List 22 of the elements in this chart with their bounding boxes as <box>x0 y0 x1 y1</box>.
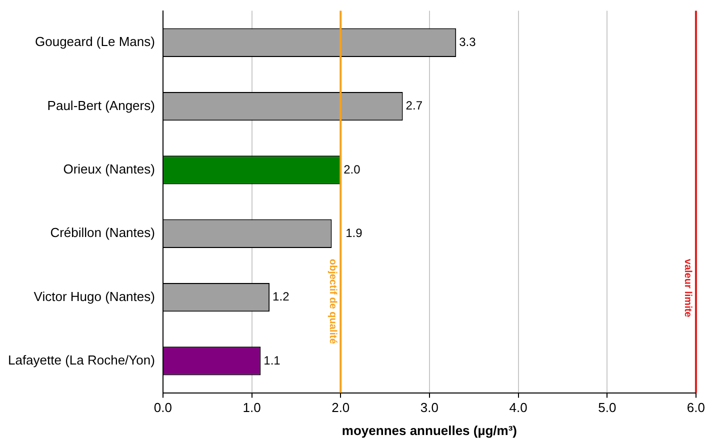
x-tick-label: 2.0 <box>332 400 350 416</box>
y-tick-label: Crébillon (Nantes) <box>50 225 155 240</box>
data-label: 2.0 <box>344 162 361 176</box>
x-tick-label: 1.0 <box>242 400 261 416</box>
ref-line-label: valeur limite <box>682 258 694 318</box>
y-tick-label: Victor Hugo (Nantes) <box>34 288 155 304</box>
data-label: 3.3 <box>459 34 476 49</box>
y-tick-label: Lafayette (La Roche/Yon) <box>8 352 155 368</box>
data-label: 1.1 <box>264 353 281 368</box>
data-label: 1.9 <box>346 226 363 240</box>
x-axis-title: moyennes annuelles (µg/m³) <box>342 422 518 438</box>
y-tick-label: Orieux (Nantes) <box>63 162 155 177</box>
x-tick-label: 6.0 <box>686 400 706 416</box>
y-tick-label: Gougeard (Le Mans) <box>35 34 155 50</box>
y-tick-label: Paul-Bert (Angers) <box>47 98 155 113</box>
x-tick-label: 5.0 <box>598 400 616 416</box>
x-tick-label: 0.0 <box>154 400 172 416</box>
data-label: 2.7 <box>406 98 423 113</box>
x-tick-label: 3.0 <box>420 400 438 416</box>
data-label: 1.2 <box>272 290 290 304</box>
x-tick-label: 4.0 <box>509 400 528 416</box>
ref-line-label: objectif de qualité <box>326 258 338 344</box>
